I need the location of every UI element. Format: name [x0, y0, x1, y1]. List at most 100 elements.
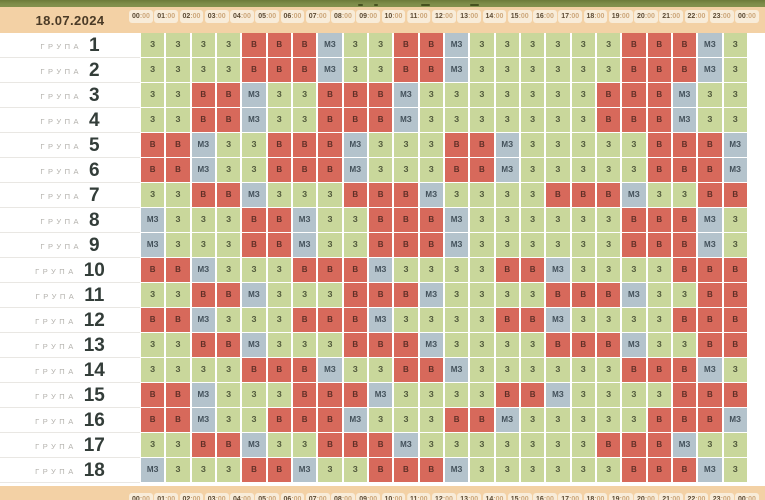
group-number: 9	[88, 234, 100, 256]
slot-on: З	[571, 433, 595, 457]
slot-on: З	[723, 58, 747, 82]
slot-off: В	[267, 33, 291, 57]
slot-on: З	[242, 408, 266, 432]
slot-off: В	[672, 308, 697, 332]
slot-maybe: МЗ	[444, 208, 469, 232]
slot-on: З	[419, 133, 443, 157]
slot-off: В	[242, 458, 266, 482]
hour-label: 19:00	[608, 493, 633, 500]
group-label: ГРУПА 9	[0, 233, 140, 258]
slot-off: В	[292, 133, 317, 157]
hour-label: 02:00	[179, 493, 204, 500]
slot-off: В	[596, 333, 621, 357]
slot-on: З	[571, 158, 595, 182]
slot-off: В	[191, 283, 215, 307]
slot-maybe: МЗ	[368, 383, 393, 407]
slot-maybe: МЗ	[495, 408, 519, 432]
slot-off: В	[292, 258, 317, 282]
hour-label: 04:00	[230, 10, 254, 23]
slot-off: В	[520, 308, 545, 332]
slot-off: В	[267, 408, 291, 432]
slot-on: З	[292, 283, 317, 307]
hour-label: 05:00	[255, 493, 280, 500]
slot-on: З	[495, 283, 519, 307]
group-row: ГРУПА 9 МЗ З З З В В МЗ З З В В В МЗ З З З З З З В В В МЗ З	[0, 233, 765, 258]
hour-label: 08:00	[331, 493, 355, 500]
hour-label: 07:00	[305, 493, 330, 500]
clipped-title-text-fragment	[421, 4, 430, 6]
group-number: 12	[83, 309, 105, 331]
slot-on: З	[267, 108, 291, 132]
slot-off: В	[622, 33, 646, 57]
slot-on: З	[571, 358, 595, 382]
hour-label: 15:00	[507, 493, 532, 500]
slot-on: З	[141, 108, 165, 132]
slot-maybe: МЗ	[444, 358, 469, 382]
slot-on: З	[622, 308, 646, 332]
slot-on: З	[292, 183, 317, 207]
slot-on: З	[318, 283, 342, 307]
slot-on: З	[166, 283, 190, 307]
slot-on: З	[520, 133, 545, 157]
slot-on: З	[394, 158, 418, 182]
slot-on: З	[368, 33, 393, 57]
group-label: ГРУПА 18	[0, 458, 140, 483]
site-top-bar	[0, 0, 765, 7]
slot-on: З	[596, 383, 621, 407]
slot-on: З	[267, 183, 291, 207]
slot-off: В	[343, 258, 367, 282]
group-row: ГРУПА 7 З З В В МЗ З З З В В В МЗ З З З З В В В МЗ З З В В	[0, 183, 765, 208]
group-row: ГРУПА 6 В В МЗ З З В В В МЗ З З З В В МЗ З З З З З В В В МЗ	[0, 158, 765, 183]
slot-on: З	[596, 158, 621, 182]
slot-on: З	[520, 83, 545, 107]
group-number: 17	[83, 434, 105, 456]
slot-off: В	[368, 433, 393, 457]
slot-off: В	[141, 308, 165, 332]
slot-off: В	[394, 233, 418, 257]
slot-on: З	[495, 83, 519, 107]
slot-on: З	[191, 33, 215, 57]
slot-off: В	[318, 133, 342, 157]
slot-on: З	[216, 258, 241, 282]
hour-label: 00:00	[735, 10, 759, 23]
slot-on: З	[622, 258, 646, 282]
slot-off: В	[672, 133, 697, 157]
slot-off: В	[267, 358, 291, 382]
slot-off: В	[394, 283, 418, 307]
group-word: ГРУПА	[40, 41, 82, 51]
slot-on: З	[216, 308, 241, 332]
slot-on: З	[267, 308, 291, 332]
clipped-title-text-fragment	[358, 4, 363, 6]
slot-on: З	[470, 308, 494, 332]
slot-off: В	[267, 158, 291, 182]
group-row: ГРУПА 16 В В МЗ З З В В В МЗ З З З В В МЗ З З З З З В В В МЗ	[0, 408, 765, 433]
slot-off: В	[698, 408, 722, 432]
slot-maybe: МЗ	[495, 133, 519, 157]
slot-on: З	[495, 458, 519, 482]
slot-on: З	[546, 358, 570, 382]
slot-on: З	[622, 383, 646, 407]
slot-on: З	[520, 33, 545, 57]
slot-on: З	[141, 83, 165, 107]
slot-on: З	[444, 258, 469, 282]
group-row: ГРУПА 1 З З З З В В В МЗ З З В В МЗ З З З З З З В В В МЗ З	[0, 33, 765, 58]
group-word: ГРУПА	[35, 466, 77, 476]
slot-off: В	[166, 383, 190, 407]
slot-on: З	[546, 158, 570, 182]
hour-label: 14:00	[482, 493, 507, 500]
slot-on: З	[546, 208, 570, 232]
slot-off: В	[596, 433, 621, 457]
slot-maybe: МЗ	[622, 283, 646, 307]
group-row: ГРУПА 4 З З В В МЗ З З В В В МЗ З З З З З З З В В В МЗ З З	[0, 108, 765, 133]
schedule-footer: 00:00 01:00 02:00 03:00 04:00 05:00 06:00 07:00…	[0, 486, 765, 500]
slot-on: З	[470, 33, 494, 57]
slot-on: З	[723, 433, 747, 457]
slot-on: З	[647, 333, 671, 357]
slot-maybe: МЗ	[394, 433, 418, 457]
slot-off: В	[267, 133, 291, 157]
slot-off: В	[166, 408, 190, 432]
hour-label: 06:00	[280, 10, 305, 23]
slot-off: В	[368, 233, 393, 257]
slot-on: З	[141, 283, 165, 307]
slot-maybe: МЗ	[394, 108, 418, 132]
